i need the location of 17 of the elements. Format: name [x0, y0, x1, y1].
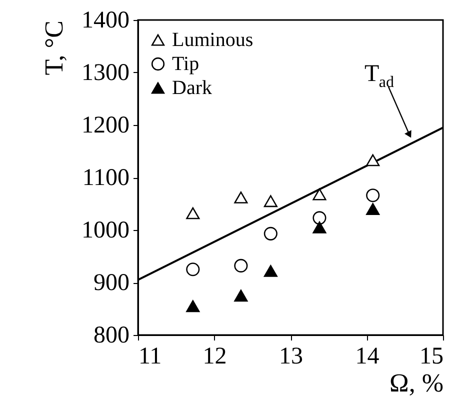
y-tick-label: 1200 [82, 112, 130, 138]
x-tick-label: 13 [279, 344, 303, 370]
x-tick-label: 11 [138, 344, 162, 370]
legend-label: Luminous [172, 29, 254, 51]
y-tick-label: 900 [94, 270, 130, 296]
y-tick-label: 1100 [82, 165, 130, 191]
x-tick-label: 14 [355, 344, 380, 370]
y-tick-label: 800 [94, 322, 130, 348]
x-axis-title: Ω, % [390, 368, 444, 398]
x-tick-label: 12 [202, 344, 227, 370]
y-tick-label: 1300 [82, 60, 130, 86]
x-tick-label: 15 [420, 344, 444, 370]
y-tick-label: 1000 [82, 218, 130, 244]
legend-label: Tip [172, 53, 200, 75]
legend-label: Dark [172, 77, 212, 99]
y-tick-label: 1400 [82, 8, 130, 34]
y-axis-title: T, °C [40, 20, 68, 76]
